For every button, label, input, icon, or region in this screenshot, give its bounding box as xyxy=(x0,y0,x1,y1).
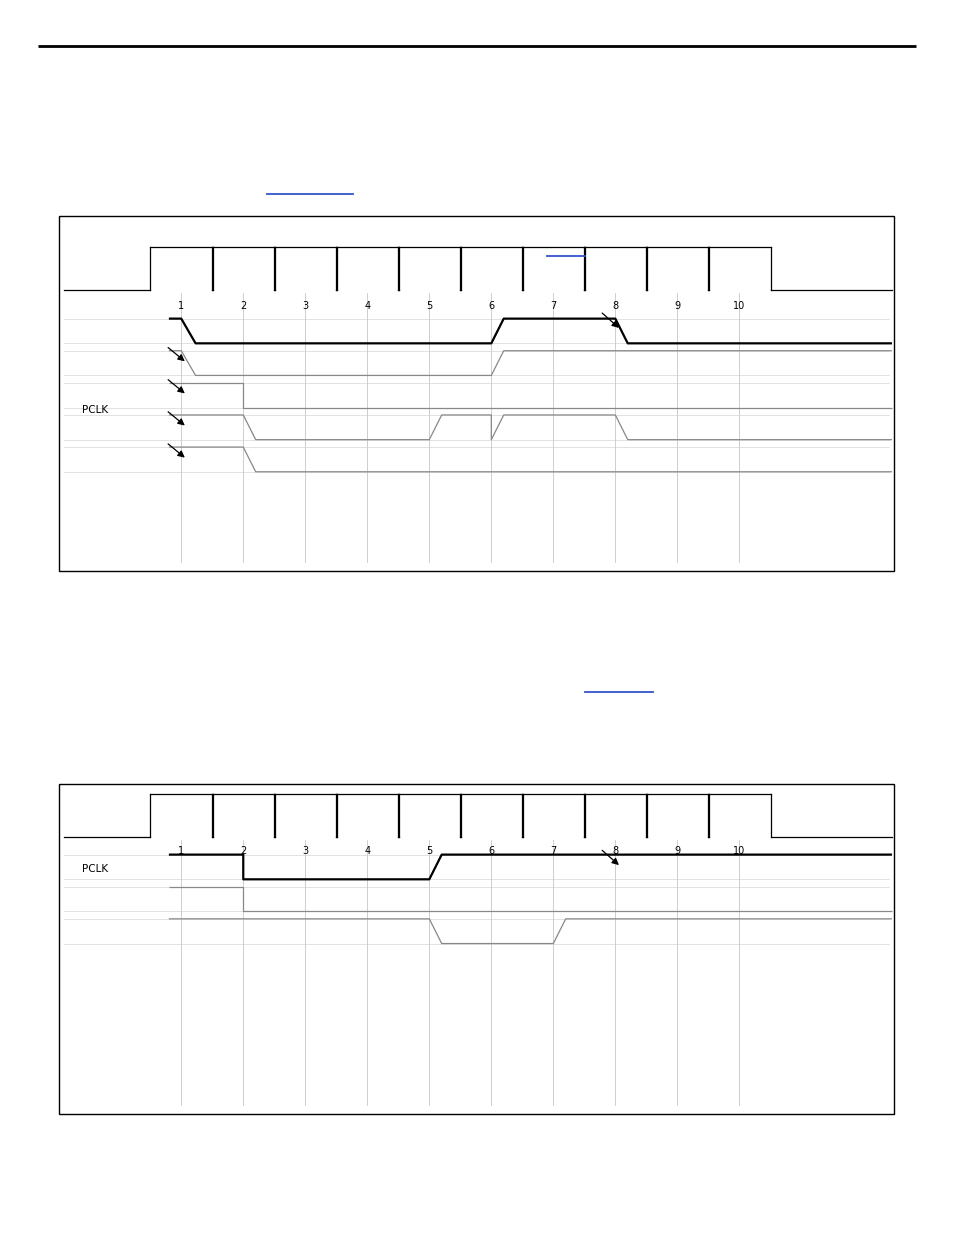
Text: 3: 3 xyxy=(302,301,308,311)
Text: 10: 10 xyxy=(733,846,744,856)
Text: 5: 5 xyxy=(426,846,432,856)
Text: 9: 9 xyxy=(674,846,679,856)
Text: 6: 6 xyxy=(488,301,494,311)
Bar xyxy=(59,216,893,571)
Text: 8: 8 xyxy=(612,846,618,856)
Text: 9: 9 xyxy=(674,301,679,311)
Text: 3: 3 xyxy=(302,846,308,856)
Text: 7: 7 xyxy=(550,301,556,311)
Text: 7: 7 xyxy=(550,846,556,856)
Text: 10: 10 xyxy=(733,301,744,311)
Text: 2: 2 xyxy=(240,301,246,311)
Bar xyxy=(59,784,893,1114)
Text: 4: 4 xyxy=(364,301,370,311)
Text: 5: 5 xyxy=(426,301,432,311)
Text: PCLK: PCLK xyxy=(82,405,109,415)
Text: 8: 8 xyxy=(612,301,618,311)
Text: 6: 6 xyxy=(488,846,494,856)
Text: 1: 1 xyxy=(178,301,184,311)
Text: 1: 1 xyxy=(178,846,184,856)
Text: 2: 2 xyxy=(240,846,246,856)
Text: PCLK: PCLK xyxy=(82,864,109,874)
Text: 4: 4 xyxy=(364,846,370,856)
